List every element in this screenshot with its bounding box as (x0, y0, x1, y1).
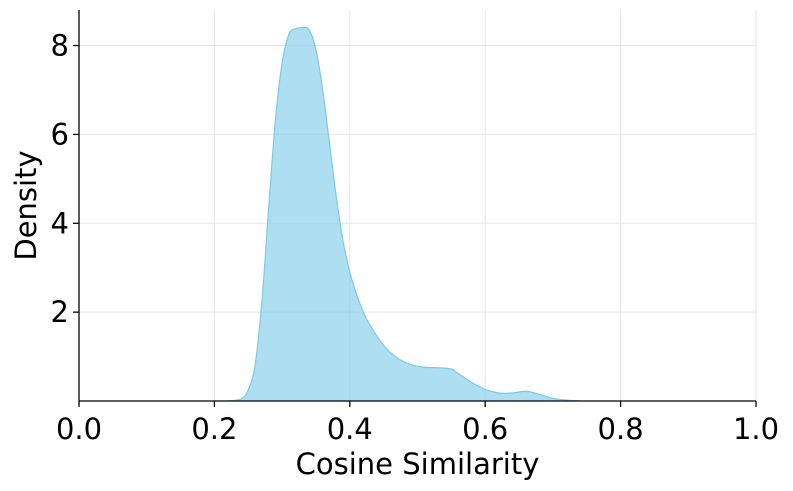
y-tick-label: 6 (51, 117, 69, 151)
x-tick-label: 0.6 (462, 412, 508, 446)
x-tick-label: 0.8 (598, 412, 644, 446)
x-axis-title: Cosine Similarity (296, 447, 540, 481)
y-axis-ticks: 2 4 6 8 (51, 29, 79, 329)
y-tick-label: 2 (51, 295, 69, 329)
grid-lines (78, 10, 757, 401)
y-tick-label: 4 (51, 206, 69, 240)
x-tick-label: 1.0 (733, 412, 779, 446)
density-area (227, 27, 580, 401)
y-tick-label: 8 (51, 29, 69, 63)
y-axis-title: Density (9, 150, 43, 260)
x-tick-label: 0.4 (327, 412, 373, 446)
density-curve (227, 26, 581, 402)
x-axis-ticks: 0.0 0.2 0.4 0.6 0.8 1.0 (56, 401, 779, 446)
x-tick-label: 0.2 (191, 412, 237, 446)
x-tick-label: 0.0 (56, 412, 102, 446)
